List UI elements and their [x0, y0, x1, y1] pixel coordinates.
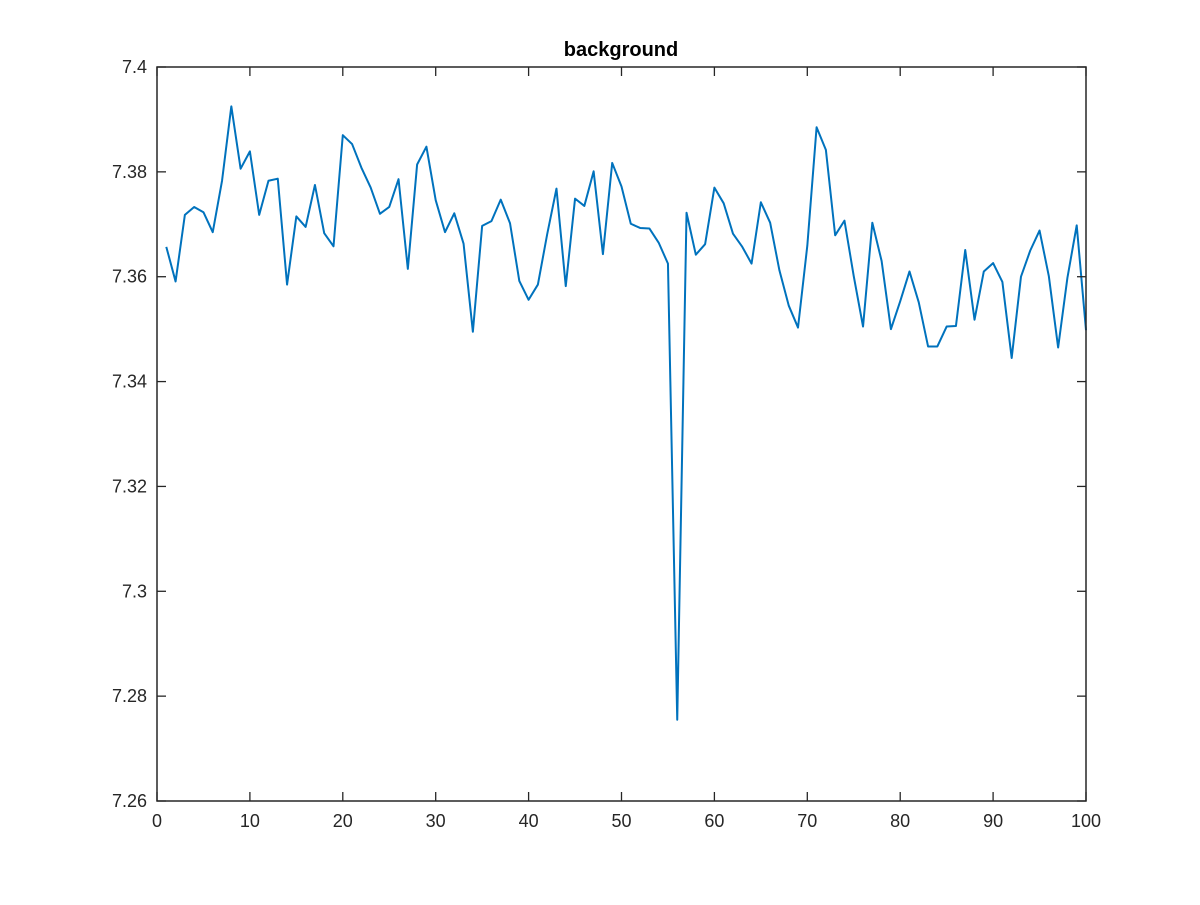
plot-background	[157, 67, 1086, 801]
chart-title: background	[564, 39, 678, 61]
y-tick-label: 7.26	[112, 791, 147, 811]
x-tick-label: 40	[519, 811, 539, 831]
x-tick-label: 30	[426, 811, 446, 831]
x-tick-label: 70	[797, 811, 817, 831]
axes-box	[156, 66, 1087, 802]
x-tick-label: 80	[890, 811, 910, 831]
x-tick-label: 20	[333, 811, 353, 831]
y-tick-label: 7.28	[112, 686, 147, 706]
y-tick-label: 7.36	[112, 267, 147, 287]
y-tick-label: 7.34	[112, 372, 147, 392]
y-tick-label: 7.32	[112, 476, 147, 496]
data-series-line	[165, 105, 1087, 721]
plot-area: 0 10 20 30 40 50 60 70 80 90 100 7.26 7.28 7.3 7.32 7.3…	[112, 57, 1101, 831]
x-tick-label: 60	[704, 811, 724, 831]
x-tick-label: 0	[152, 811, 162, 831]
x-tick-label: 50	[611, 811, 631, 831]
x-tick-label: 100	[1071, 811, 1101, 831]
x-tick-label: 10	[240, 811, 260, 831]
y-tick-label: 7.3	[122, 581, 147, 601]
x-tick-label: 90	[983, 811, 1003, 831]
y-tick-label: 7.38	[112, 162, 147, 182]
y-tick-label: 7.4	[122, 57, 147, 77]
